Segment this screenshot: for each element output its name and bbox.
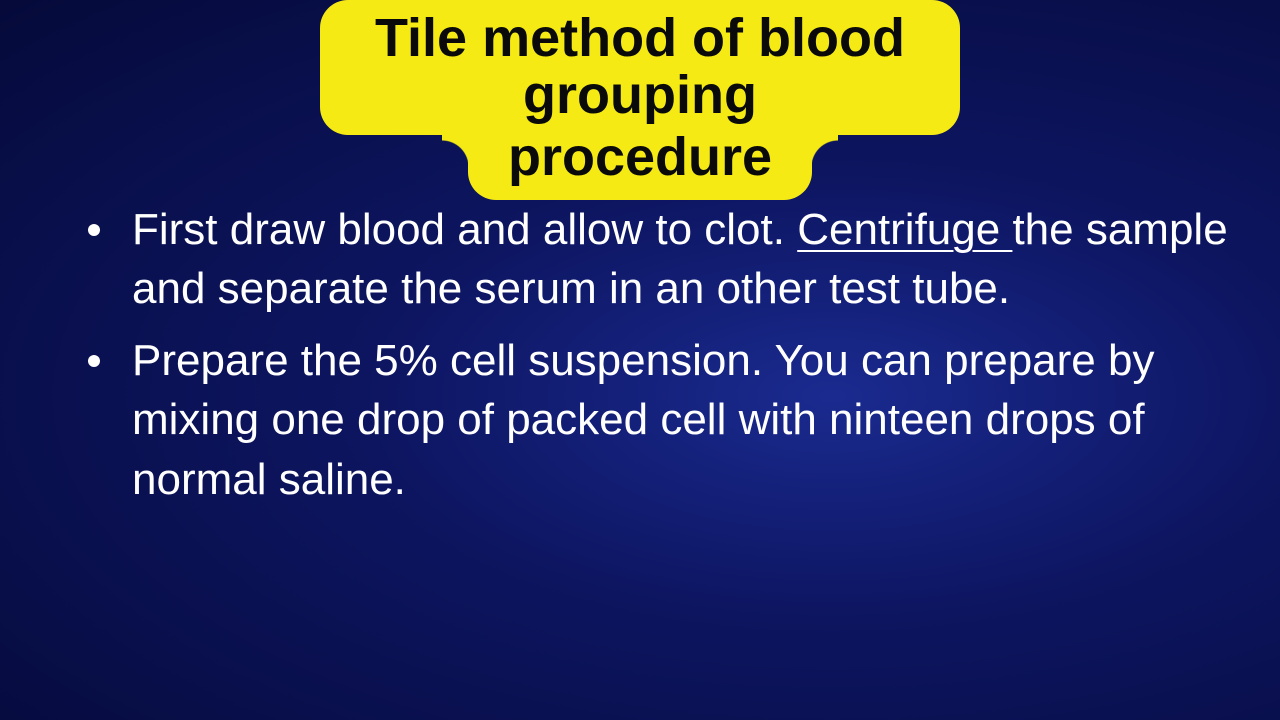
list-item: Prepare the 5% cell suspension. You can … — [70, 331, 1240, 509]
list-item: First draw blood and allow to clot. Cent… — [70, 200, 1240, 319]
title-line1: Tile method of blood grouping — [320, 0, 960, 135]
slide-body: First draw blood and allow to clot. Cent… — [70, 200, 1240, 521]
bullet-text-pre: Prepare the 5% cell suspension. You can … — [132, 336, 1154, 504]
title-banner: Tile method of blood grouping procedure — [320, 0, 960, 200]
bullet-text-underlined: Centrifuge — [797, 205, 1012, 254]
bullet-text-pre: First draw blood and allow to clot. — [132, 205, 797, 254]
bullet-list: First draw blood and allow to clot. Cent… — [70, 200, 1240, 509]
title-line2: procedure — [468, 129, 812, 200]
